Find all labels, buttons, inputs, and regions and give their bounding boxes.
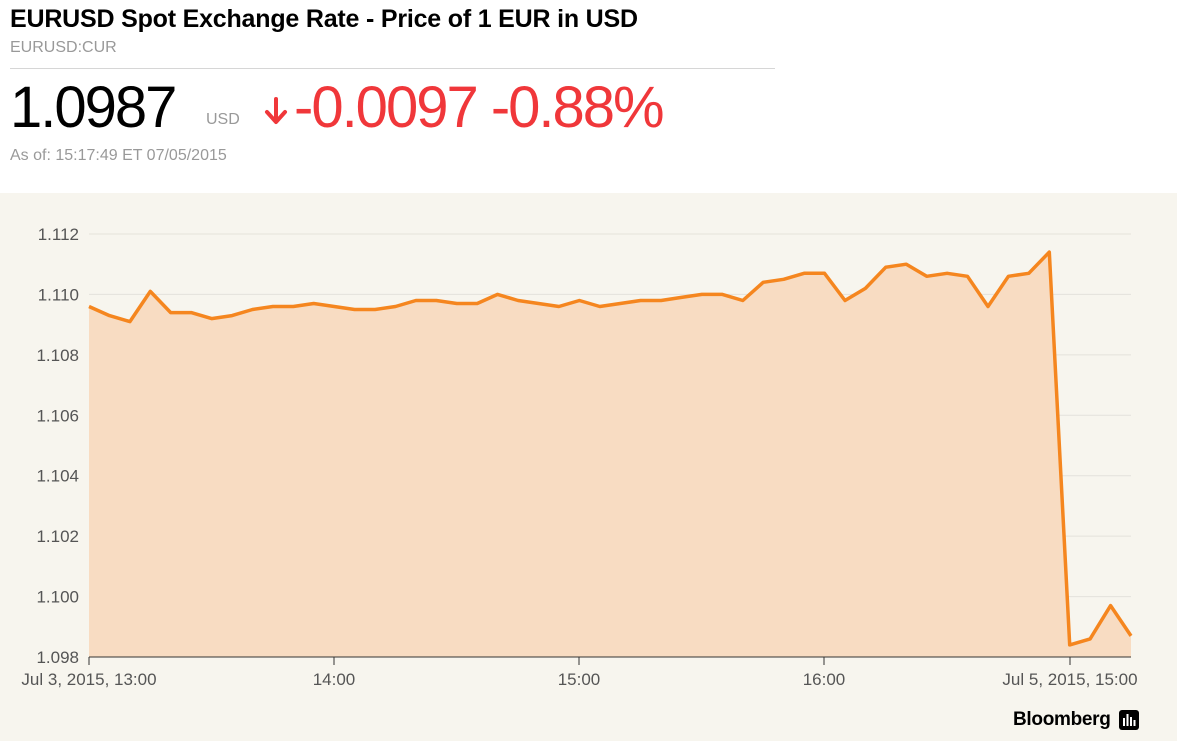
x-tick-label: Jul 3, 2015, 13:00: [21, 670, 156, 689]
bar-chart-icon: [1118, 710, 1139, 730]
y-tick-label: 1.106: [36, 406, 79, 425]
ticker-symbol: EURUSD:CUR: [10, 39, 117, 56]
y-axis-tick-labels: 1.098 1.100 1.102 1.104 1.106 1.108 1.110 1.112: [36, 225, 79, 667]
y-tick-label: 1.110: [38, 285, 79, 304]
y-tick-label: 1.098: [36, 648, 79, 667]
price-area-fill: [89, 252, 1131, 657]
y-tick-label: 1.100: [36, 588, 79, 607]
y-tick-label: 1.108: [36, 346, 79, 365]
series-line: [88, 250, 1133, 647]
as-of-timestamp: As of: 15:17:49 ET 07/05/2015: [10, 147, 227, 164]
y-tick-label: 1.112: [38, 225, 79, 244]
x-tick-label: 14:00: [313, 670, 356, 689]
y-tick-label: 1.102: [36, 527, 79, 546]
quote-header: EURUSD Spot Exchange Rate - Price of 1 E…: [10, 0, 775, 190]
page-title: EURUSD Spot Exchange Rate - Price of 1 E…: [10, 5, 638, 33]
brand-name: Bloomberg: [1013, 709, 1111, 730]
chart-panel: 1.098 1.100 1.102 1.104 1.106 1.108 1.110 1.112…: [0, 193, 1177, 741]
price-change: -0.0097 -0.88%: [294, 75, 665, 140]
last-price: 1.0987: [10, 75, 177, 140]
bloomberg-brand: Bloomberg: [1013, 708, 1139, 732]
header-divider: [10, 68, 775, 69]
x-tick-label: 16:00: [803, 670, 846, 689]
price-currency: USD: [206, 111, 240, 128]
y-tick-label: 1.104: [36, 467, 79, 486]
x-tick-label: Jul 5, 2015, 15:00: [1002, 670, 1137, 689]
price-chart: 1.098 1.100 1.102 1.104 1.106 1.108 1.110 1.112…: [21, 225, 1137, 689]
x-tick-label: 15:00: [558, 670, 601, 689]
arrow-down-icon: [265, 97, 287, 124]
chart-axes: [88, 656, 1131, 665]
x-axis-tick-labels: Jul 3, 2015, 13:00 14:00 15:00 16:00 Jul 5, …: [21, 670, 1137, 689]
